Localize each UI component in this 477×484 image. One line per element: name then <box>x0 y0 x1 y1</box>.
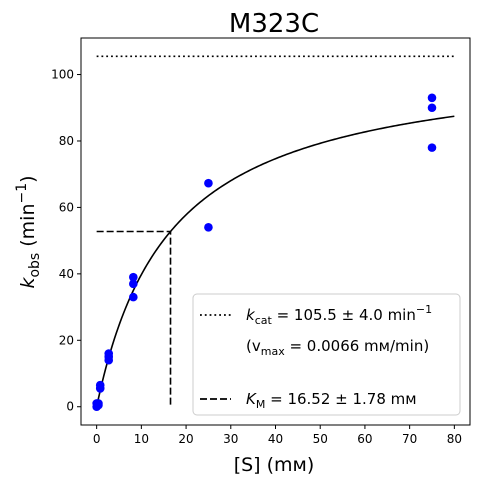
data-point <box>427 93 437 103</box>
y-axis-label-subscript: obs <box>27 253 43 278</box>
x-tick-label: 10 <box>134 432 149 446</box>
data-point <box>204 178 213 188</box>
chart-title: M323C <box>229 9 319 39</box>
y-tick-label: 80 <box>59 134 74 148</box>
data-point <box>129 279 138 289</box>
y-axis-label-symbol: k <box>17 277 39 289</box>
x-tick-label: 0 <box>93 432 101 446</box>
x-tick-label: 60 <box>357 432 372 446</box>
data-point <box>204 223 213 232</box>
data-point <box>427 103 437 113</box>
data-point <box>129 272 138 282</box>
y-tick-label: 100 <box>51 68 74 82</box>
y-axis-label: kobs (min−1) <box>14 175 43 288</box>
y-tick-label: 20 <box>59 333 74 347</box>
y-tick-label: 0 <box>66 400 74 414</box>
data-point <box>95 380 105 390</box>
data-point <box>94 399 103 408</box>
data-point <box>129 292 138 302</box>
data-point <box>104 349 114 358</box>
y-axis-ticks: 0 20 40 60 80 100 <box>51 68 81 414</box>
y-axis-label-close: ) <box>17 175 39 182</box>
y-axis-label-superscript: −1 <box>14 183 30 204</box>
x-tick-label: 20 <box>178 432 193 446</box>
x-tick-label: 30 <box>223 432 238 446</box>
x-tick-label: 80 <box>447 432 462 446</box>
y-tick-label: 60 <box>59 200 74 214</box>
legend-km-entry: KM = 16.52 ± 1.78 mм <box>246 390 417 411</box>
legend-vmax-entry: (vmax = 0.0066 mм/min) <box>246 337 429 358</box>
michaelis-menten-fit-curve <box>95 115 455 407</box>
y-tick-label: 40 <box>59 267 74 281</box>
y-axis-label-unit: (min <box>17 204 39 253</box>
x-axis-label: [S] (mм) <box>234 454 315 476</box>
data-point <box>427 143 437 152</box>
legend: kcat = 105.5 ± 4.0 min−1 (vmax = 0.0066 … <box>192 293 461 416</box>
km-dashed-line <box>96 230 172 407</box>
x-tick-label: 40 <box>268 432 283 446</box>
legend-kcat-entry: kcat = 105.5 ± 4.0 min−1 <box>246 303 432 327</box>
x-tick-label: 70 <box>402 432 417 446</box>
legend-box <box>192 293 461 416</box>
x-tick-label: 50 <box>313 432 328 446</box>
x-axis-ticks: 0 10 20 30 40 50 60 70 80 <box>93 425 462 446</box>
